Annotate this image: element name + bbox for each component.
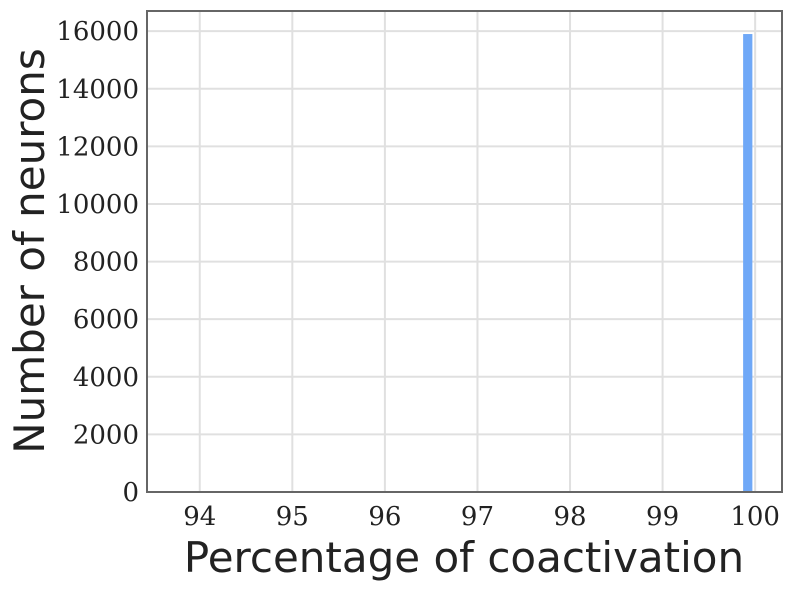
y-tick-label: 14000 (56, 75, 139, 105)
bar (743, 34, 753, 492)
y-tick-label: 2000 (73, 420, 139, 450)
x-tick-label: 99 (646, 502, 679, 532)
x-tick-label: 96 (368, 502, 401, 532)
y-tick-label: 10000 (56, 190, 139, 220)
x-tick-label: 94 (183, 502, 216, 532)
x-tick-label: 95 (276, 502, 309, 532)
y-tick-label: 0 (122, 478, 139, 508)
y-tick-label: 6000 (73, 305, 139, 335)
plot-frame (146, 10, 783, 493)
y-tick-label: 4000 (73, 363, 139, 393)
y-tick-label: 8000 (73, 248, 139, 278)
y-tick-label: 16000 (56, 17, 139, 47)
x-tick-label: 97 (461, 502, 494, 532)
y-tick-label: 12000 (56, 132, 139, 162)
x-tick-label: 98 (553, 502, 586, 532)
y-axis-label: Number of neurons (5, 48, 54, 454)
x-tick-label: 100 (730, 502, 780, 532)
x-axis-label: Percentage of coactivation (184, 533, 744, 582)
